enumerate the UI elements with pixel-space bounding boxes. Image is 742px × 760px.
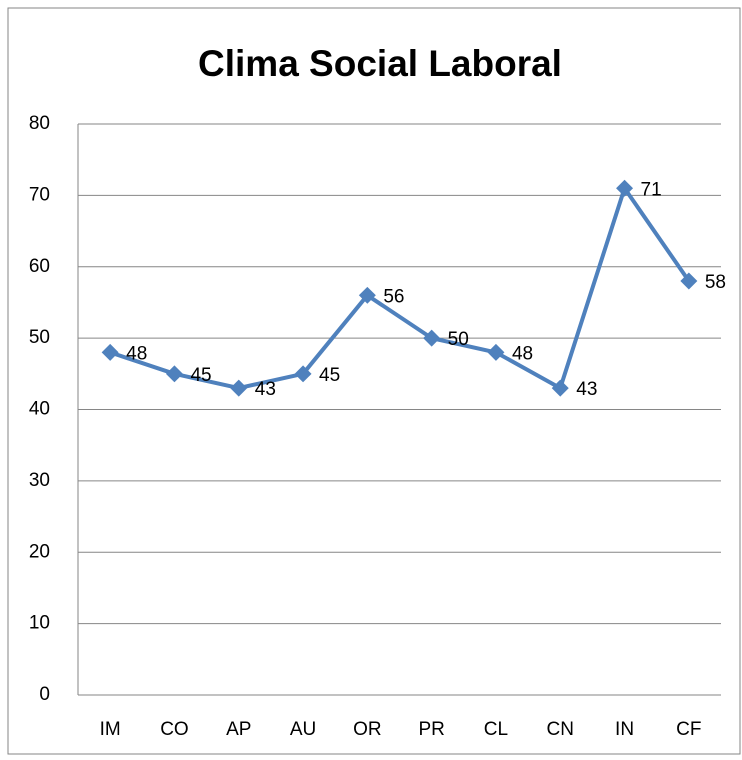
data-label: 43 bbox=[255, 379, 276, 400]
chart-frame bbox=[7, 7, 741, 755]
marker bbox=[616, 179, 634, 197]
marker bbox=[487, 343, 505, 361]
x-tick-label: PR bbox=[418, 719, 444, 740]
x-tick-label: AP bbox=[226, 719, 251, 740]
data-label: 50 bbox=[448, 329, 469, 350]
marker bbox=[680, 272, 698, 290]
x-tick-label: AU bbox=[290, 719, 316, 740]
y-tick-label: 60 bbox=[29, 256, 50, 277]
data-label: 58 bbox=[705, 272, 726, 293]
line bbox=[109, 186, 691, 391]
y-tick-label: 0 bbox=[39, 684, 50, 705]
data-label: 48 bbox=[126, 343, 147, 364]
y-tick-label: 70 bbox=[29, 184, 50, 205]
marker bbox=[551, 379, 569, 397]
data-label: 45 bbox=[319, 365, 340, 386]
y-tick-label: 20 bbox=[29, 541, 50, 562]
data-label: 56 bbox=[383, 286, 404, 307]
marker bbox=[230, 379, 248, 397]
data-label: 48 bbox=[512, 343, 533, 364]
x-tick-label: CF bbox=[676, 719, 701, 740]
y-tick-label: 40 bbox=[29, 399, 50, 420]
y-tick-label: 50 bbox=[29, 327, 50, 348]
y-tick-label: 10 bbox=[29, 613, 50, 634]
x-tick-label: OR bbox=[353, 719, 382, 740]
chart-title: Clima Social Laboral bbox=[198, 43, 562, 84]
data-label: 71 bbox=[641, 179, 662, 200]
y-tick-label: 30 bbox=[29, 470, 50, 491]
marker bbox=[423, 329, 441, 347]
marker bbox=[358, 286, 376, 304]
y-tick-label: 80 bbox=[29, 113, 50, 134]
x-tick-label: CN bbox=[547, 719, 574, 740]
data-label: 43 bbox=[576, 379, 597, 400]
x-tick-label: CO bbox=[160, 719, 189, 740]
marker bbox=[165, 365, 183, 383]
marker bbox=[294, 365, 312, 383]
data-label: 45 bbox=[190, 365, 211, 386]
marker bbox=[101, 343, 119, 361]
x-tick-label: CL bbox=[484, 719, 508, 740]
x-tick-label: IN bbox=[615, 719, 634, 740]
x-tick-label: IM bbox=[100, 719, 121, 740]
